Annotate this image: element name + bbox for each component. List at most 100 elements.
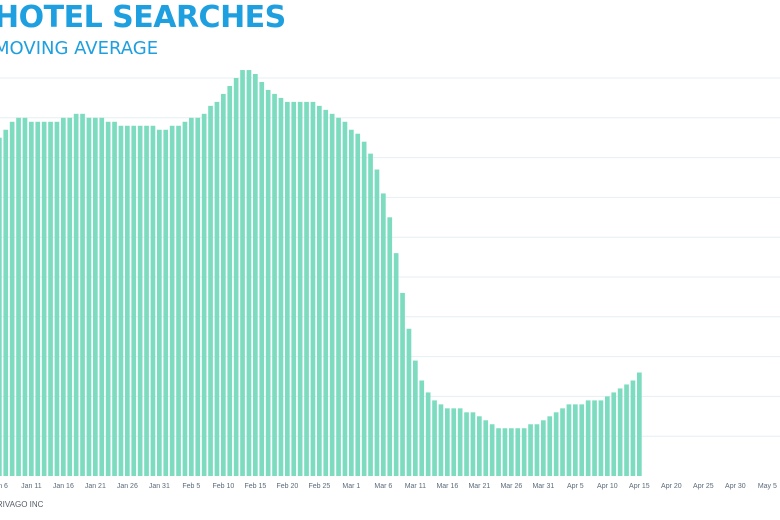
- x-tick-label: Jan 16: [53, 483, 74, 490]
- bar: [477, 416, 482, 476]
- bar: [611, 392, 617, 476]
- bar: [464, 412, 469, 476]
- bar: [29, 121, 34, 476]
- bar: [86, 117, 92, 477]
- chart-title: HOTEL SEARCHES: [0, 0, 286, 35]
- bar: [35, 121, 41, 476]
- bar: [566, 404, 572, 476]
- bar: [368, 153, 373, 476]
- bar: [131, 125, 137, 476]
- x-tick-label: Feb 15: [244, 483, 266, 490]
- bar: [598, 400, 604, 476]
- bar: [605, 396, 610, 476]
- x-tick-label: Apr 30: [725, 483, 746, 490]
- x-tick-label: Feb 5: [182, 483, 200, 490]
- bar: [496, 428, 501, 476]
- bar: [374, 169, 380, 477]
- x-tick-label: Mar 11: [405, 483, 426, 490]
- bar: [573, 404, 578, 476]
- x-tick-label: Apr 15: [629, 483, 650, 490]
- bar: [112, 121, 117, 476]
- bar: [451, 408, 457, 476]
- bar: [265, 89, 271, 476]
- bar: [227, 85, 233, 477]
- x-tick-label: Jan 6: [0, 483, 8, 490]
- bar: [67, 117, 73, 477]
- bar: [515, 428, 521, 476]
- x-tick-label: Apr 10: [597, 483, 618, 490]
- bar: [214, 101, 220, 476]
- bar: [521, 428, 527, 476]
- bar: [317, 105, 322, 477]
- bar: [560, 408, 565, 476]
- bar: [457, 408, 463, 476]
- source-label: TRIVAGO INC: [0, 500, 44, 509]
- bar: [470, 412, 476, 476]
- bar: [9, 121, 15, 476]
- bar: [240, 70, 245, 476]
- bar: [528, 424, 533, 476]
- bar: [0, 137, 2, 476]
- bar: [342, 121, 348, 476]
- bar: [163, 129, 169, 477]
- bar: [125, 125, 130, 476]
- bar: [189, 117, 194, 477]
- bar: [137, 125, 143, 476]
- x-tick-label: Jan 21: [85, 483, 106, 490]
- bar: [400, 292, 405, 476]
- bar: [176, 125, 181, 476]
- bar: [253, 74, 258, 477]
- bar: [208, 105, 213, 477]
- bar: [259, 81, 265, 476]
- x-tick-label: Mar 1: [342, 483, 360, 490]
- bar: [22, 117, 28, 477]
- bar: [336, 117, 341, 477]
- bar: [285, 101, 290, 476]
- bar: [323, 109, 329, 476]
- x-tick-label: Apr 20: [661, 483, 682, 490]
- chart-subtitle: MOVING AVERAGE: [0, 38, 159, 59]
- bar: [41, 121, 47, 476]
- bar: [150, 125, 156, 476]
- bar: [413, 360, 418, 476]
- bar: [246, 70, 252, 476]
- x-tick-label: Mar 31: [532, 483, 554, 490]
- x-tick-label: Mar 6: [374, 483, 392, 490]
- x-tick-label: Jan 26: [117, 483, 138, 490]
- x-tick-label: Mar 16: [436, 483, 458, 490]
- bar: [272, 93, 277, 477]
- bar: [381, 193, 386, 477]
- bar: [585, 400, 591, 476]
- bar: [387, 217, 393, 477]
- bar: [349, 129, 354, 477]
- bar: [329, 113, 335, 476]
- bar: [547, 416, 553, 476]
- bar: [118, 125, 124, 476]
- bar: [195, 117, 201, 477]
- bar: [509, 428, 514, 476]
- bar: [419, 380, 425, 476]
- bar: [579, 404, 585, 476]
- bar: [48, 121, 53, 476]
- x-tick-label: Jan 11: [21, 483, 42, 490]
- bar: [144, 125, 149, 476]
- bar: [99, 117, 105, 477]
- x-tick-label: Apr 25: [693, 483, 714, 490]
- bar: [637, 372, 642, 476]
- bar: [438, 404, 444, 476]
- bar: [61, 117, 66, 477]
- bar: [502, 428, 508, 476]
- bar: [355, 133, 361, 476]
- bar: [534, 424, 540, 476]
- bar: [157, 129, 162, 477]
- bar: [54, 121, 60, 476]
- bar: [105, 121, 111, 476]
- bar: [201, 113, 207, 476]
- x-tick-label: Feb 10: [212, 483, 234, 490]
- bar: [425, 392, 431, 476]
- bar: [630, 380, 636, 476]
- bar: [393, 253, 399, 476]
- x-axis: Jan 6 Jan 11 Jan 16 Jan 21 Jan 26 Jan 31 Feb 5…: [0, 483, 777, 490]
- x-tick-label: May 5: [758, 483, 777, 490]
